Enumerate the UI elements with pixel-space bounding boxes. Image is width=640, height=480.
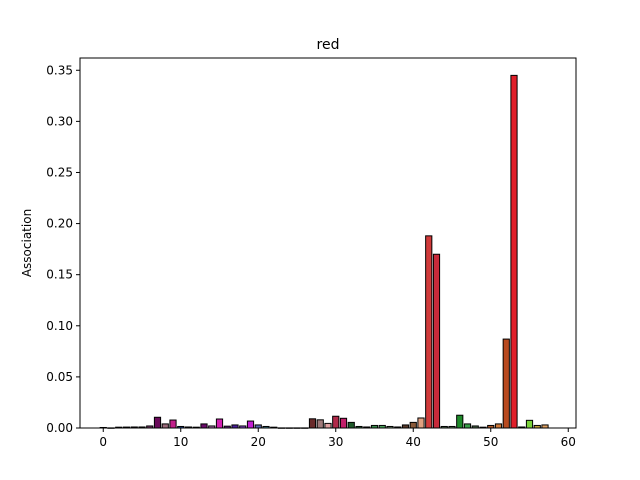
y-tick-label: 0.05 <box>46 370 73 384</box>
bar-13 <box>200 423 208 429</box>
bar-31 <box>339 417 348 429</box>
y-tick-label: 0.10 <box>46 319 73 333</box>
plot-frame <box>79 57 577 429</box>
x-tick-label: 0 <box>99 435 107 449</box>
y-tick-label: 0.15 <box>46 268 73 282</box>
chart-title: red <box>317 37 340 53</box>
bar-19 <box>246 420 255 429</box>
x-tick-label: 40 <box>406 435 421 449</box>
bar-40 <box>409 421 417 429</box>
bar-41 <box>417 417 425 429</box>
bar-55 <box>525 419 534 429</box>
bar-53 <box>510 74 518 429</box>
x-tick-label: 60 <box>561 435 576 449</box>
bar-43 <box>432 253 441 429</box>
y-tick-label: 0.00 <box>46 421 73 435</box>
bar-42 <box>425 235 433 429</box>
x-tick-label: 50 <box>483 435 498 449</box>
bar-8 <box>161 423 169 429</box>
bar-32 <box>347 421 355 429</box>
y-tick-label: 0.35 <box>46 63 73 77</box>
y-axis-label: Association <box>20 209 34 277</box>
x-tick-label: 20 <box>251 435 266 449</box>
bar-30 <box>332 415 340 429</box>
x-axis-ticks: 0 10 20 30 40 50 60 <box>99 428 576 449</box>
bar-15 <box>215 418 224 429</box>
bar-29 <box>324 422 332 429</box>
bar-51 <box>494 423 503 429</box>
bar-9 <box>169 419 177 429</box>
x-tick-label: 10 <box>173 435 188 449</box>
y-axis-ticks: 0.00 0.05 0.10 0.15 0.20 0.25 0.30 0.35 <box>46 63 80 435</box>
bar-7 <box>153 416 162 429</box>
bar-52 <box>502 338 510 429</box>
bar-46 <box>456 414 464 429</box>
y-tick-label: 0.30 <box>46 114 73 128</box>
y-tick-label: 0.20 <box>46 217 73 231</box>
bar-47 <box>463 423 472 429</box>
y-tick-label: 0.25 <box>46 165 73 179</box>
bars-group <box>99 74 549 429</box>
bar-27 <box>308 418 317 429</box>
x-tick-label: 30 <box>328 435 343 449</box>
bar-28 <box>316 419 324 429</box>
